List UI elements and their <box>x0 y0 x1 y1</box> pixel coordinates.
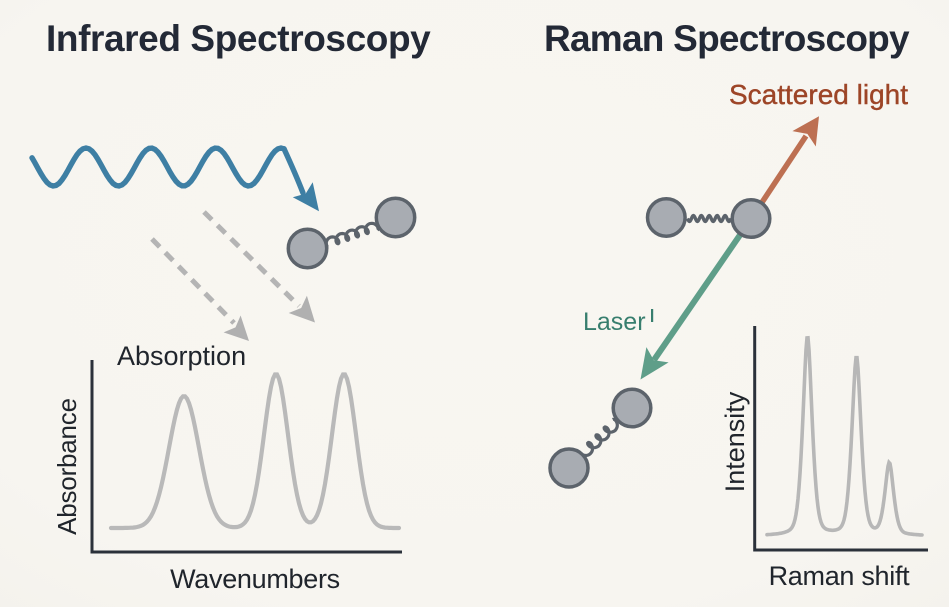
svg-text:Infrared Spectroscopy: Infrared Spectroscopy <box>46 18 431 59</box>
svg-text:Scattered light: Scattered light <box>729 79 908 110</box>
svg-text:Absorbance: Absorbance <box>52 398 82 535</box>
svg-text:Laser: Laser <box>583 308 646 336</box>
svg-text:Wavenumbers: Wavenumbers <box>170 564 340 594</box>
svg-text:Intensity: Intensity <box>720 391 750 492</box>
svg-text:Raman Spectroscopy: Raman Spectroscopy <box>544 18 910 59</box>
svg-text:Absorption: Absorption <box>117 341 246 371</box>
svg-text:Raman shift: Raman shift <box>769 561 911 591</box>
